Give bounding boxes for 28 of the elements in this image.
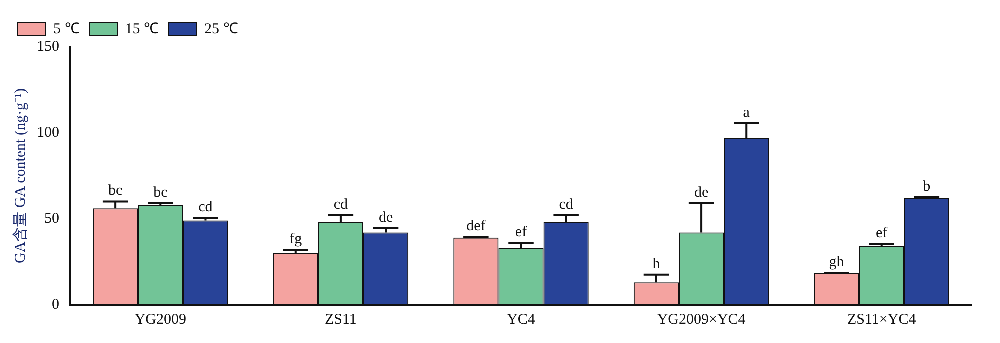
data-label: cd [198, 200, 214, 216]
data-label: cd [559, 196, 574, 213]
data-label: def [466, 218, 486, 234]
data-label: bc [154, 184, 168, 201]
legend-label: 25 ℃ [204, 21, 238, 38]
legend-label: 15 ℃ [125, 21, 159, 38]
x-tick-label: ZS11 [324, 312, 357, 328]
y-tick-label: 50 [44, 210, 60, 227]
data-label: ef [515, 224, 528, 241]
legend-label: 5 ℃ [54, 21, 80, 38]
x-tick-label: YG2009×YC4 [657, 312, 746, 328]
data-label: cd [334, 196, 349, 213]
data-label: fg [290, 231, 303, 248]
y-tick-label: 100 [37, 124, 60, 141]
data-label: bc [108, 183, 123, 200]
x-tick-label: YC4 [507, 312, 536, 328]
data-label: ef [876, 225, 888, 242]
data-label: b [923, 178, 931, 195]
y-axis-title: GA含量 GA content (ng·g⁻¹) [12, 88, 29, 264]
data-label: h [652, 256, 661, 272]
x-tick-label: YG2009 [134, 312, 186, 328]
data-label: de [378, 210, 394, 226]
y-tick-label: 0 [52, 296, 60, 313]
y-tick-label: 150 [37, 38, 60, 55]
data-label: gh [829, 254, 845, 271]
x-tick-label: ZS11×YC4 [847, 312, 917, 328]
data-label: de [694, 184, 709, 201]
data-label: a [743, 104, 750, 121]
